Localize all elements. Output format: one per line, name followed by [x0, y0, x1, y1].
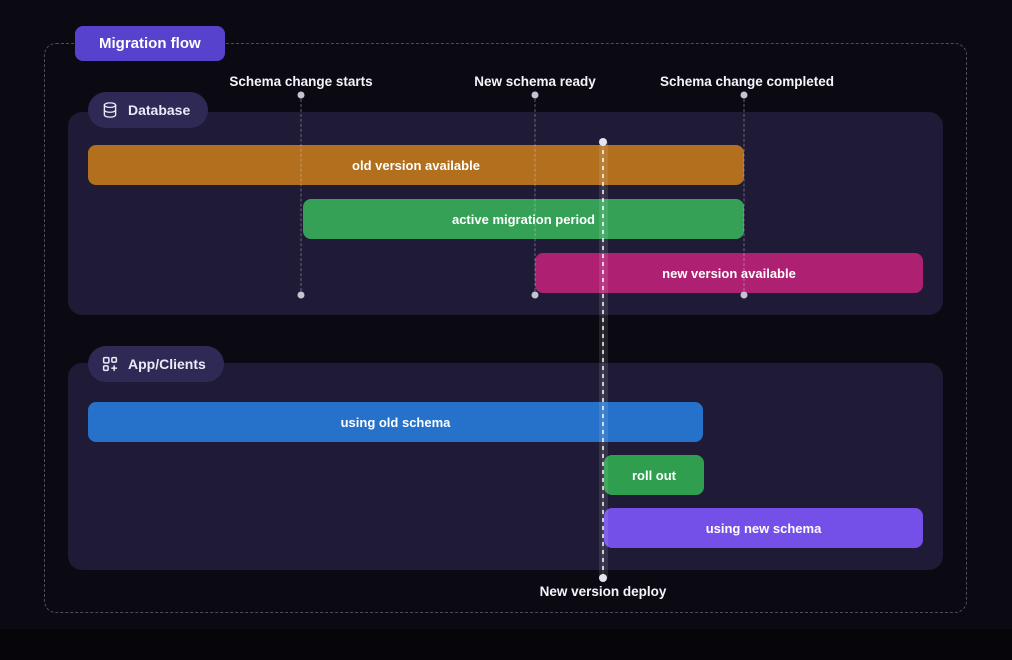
marker-label-schema-change-completed: Schema change completed	[659, 74, 835, 89]
app-clients-section-badge: App/Clients	[88, 346, 224, 382]
database-icon	[101, 101, 119, 119]
marker-line-schema-change-completed	[743, 99, 745, 291]
bar-label: active migration period	[451, 211, 596, 227]
marker-dot	[740, 91, 748, 99]
marker-label-schema-change-starts: Schema change starts	[229, 74, 373, 89]
bar-using-new-schema: using new schema	[604, 508, 923, 548]
diagram-title: Migration flow	[99, 35, 201, 52]
bar-using-old-schema: using old schema	[88, 402, 703, 442]
bottom-strip	[0, 629, 1012, 660]
apps-plus-icon	[101, 355, 119, 373]
marker-line-new-schema-ready	[534, 99, 536, 291]
bar-label: roll out	[631, 467, 677, 483]
app-clients-section-label: App/Clients	[128, 356, 206, 372]
marker-label-new-schema-ready: New schema ready	[474, 74, 596, 89]
marker-dot	[297, 291, 305, 299]
deploy-dot-bottom	[599, 574, 607, 582]
bar-active-migration-period: active migration period	[303, 199, 744, 239]
bar-new-version-available: new version available	[535, 253, 923, 293]
database-section-badge: Database	[88, 92, 209, 128]
bar-label: old version available	[352, 157, 480, 173]
marker-dot	[531, 91, 539, 99]
bar-roll-out: roll out	[604, 455, 704, 495]
marker-label-new-version-deploy: New version deploy	[539, 584, 667, 599]
marker-dot	[297, 91, 305, 99]
marker-dot	[740, 291, 748, 299]
marker-line-schema-change-starts	[300, 99, 302, 291]
marker-dot	[531, 291, 539, 299]
deploy-line	[602, 142, 604, 578]
deploy-dot-top	[599, 138, 607, 146]
bar-label: using old schema	[340, 414, 451, 430]
bar-old-version-available: old version available	[88, 145, 744, 185]
database-section-label: Database	[128, 102, 191, 118]
diagram-title-badge: Migration flow	[75, 26, 225, 61]
diagram-frame	[44, 43, 967, 613]
bar-label: new version available	[662, 265, 796, 281]
bar-label: using new schema	[705, 520, 822, 536]
